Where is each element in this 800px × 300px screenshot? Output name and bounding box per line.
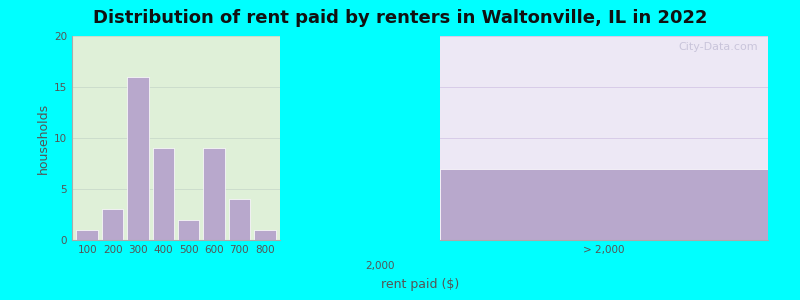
Text: City-Data.com: City-Data.com	[678, 42, 758, 52]
Bar	[77, 230, 98, 240]
Bar	[440, 169, 768, 240]
Text: 2,000: 2,000	[366, 261, 394, 271]
Text: rent paid ($): rent paid ($)	[381, 278, 459, 291]
Bar	[178, 220, 199, 240]
Bar	[102, 209, 123, 240]
Bar	[153, 148, 174, 240]
Bar	[229, 199, 250, 240]
Bar	[127, 77, 149, 240]
Y-axis label: households: households	[37, 102, 50, 174]
Bar	[203, 148, 225, 240]
Text: Distribution of rent paid by renters in Waltonville, IL in 2022: Distribution of rent paid by renters in …	[93, 9, 707, 27]
Bar	[254, 230, 275, 240]
